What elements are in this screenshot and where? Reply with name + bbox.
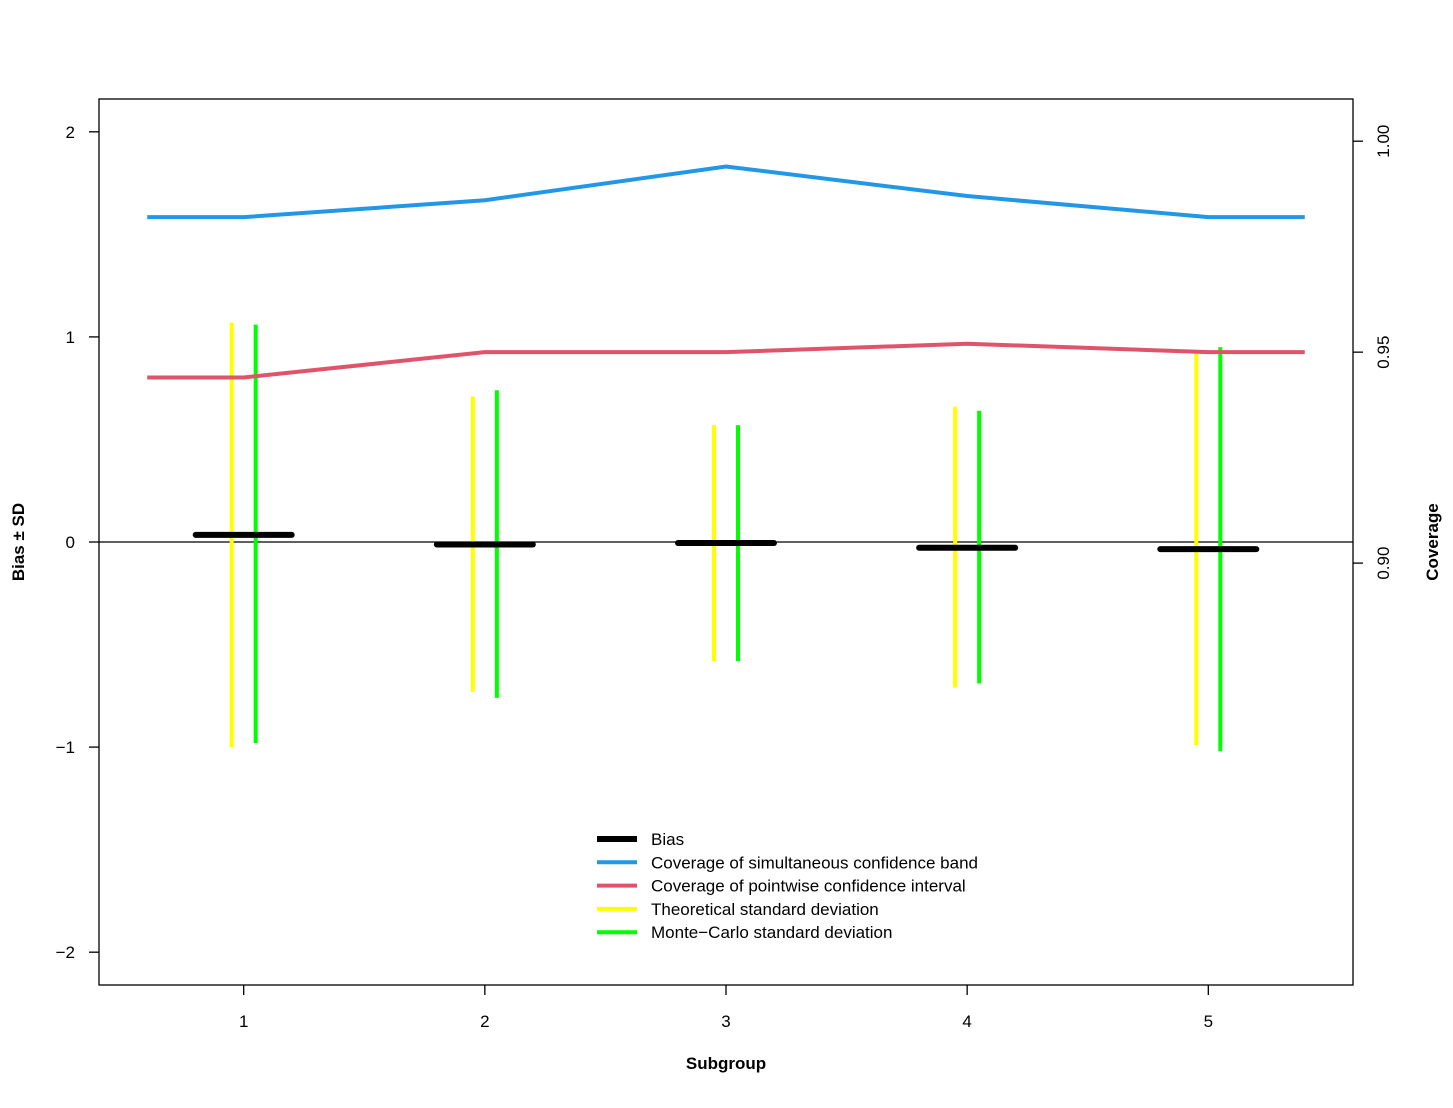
- x-tick-label-1: 1: [239, 1012, 248, 1031]
- pointwise-coverage-line: [147, 341, 1305, 380]
- right-y-tick-label-3: 1.00: [1374, 125, 1393, 158]
- axes-layer: 1 2 3 4 5 2 1 0 −1 −2 0.90 0.95 1.00: [56, 123, 1393, 1031]
- legend: Bias Coverage of simultaneous confidence …: [597, 830, 978, 942]
- x-tick-label-5: 5: [1204, 1012, 1213, 1031]
- legend-label-4: Theoretical standard deviation: [651, 900, 879, 919]
- right-y-tick-label-2: 0.95: [1374, 336, 1393, 369]
- x-tick-label-3: 3: [721, 1012, 730, 1031]
- left-y-tick-label-1: 2: [66, 123, 75, 142]
- legend-label-5: Monte−Carlo standard deviation: [651, 923, 892, 942]
- left-y-tick-label-2: 1: [66, 328, 75, 347]
- legend-label-2: Coverage of simultaneous confidence band: [651, 853, 978, 872]
- simultaneous-coverage-line: [147, 164, 1305, 220]
- legend-label-1: Bias: [651, 830, 684, 849]
- x-axis-title: Subgroup: [686, 1054, 766, 1073]
- x-tick-label-4: 4: [962, 1012, 971, 1031]
- right-y-axis-title: Coverage: [1423, 503, 1442, 580]
- right-y-tick-label-1: 0.90: [1374, 547, 1393, 580]
- left-y-tick-label-4: −1: [56, 738, 75, 757]
- plot-data-layer: [99, 164, 1353, 752]
- x-tick-label-2: 2: [480, 1012, 489, 1031]
- legend-label-3: Coverage of pointwise confidence interva…: [651, 877, 966, 896]
- left-y-axis-title: Bias ± SD: [9, 503, 28, 581]
- left-y-tick-label-5: −2: [56, 943, 75, 962]
- left-y-tick-label-3: 0: [66, 533, 75, 552]
